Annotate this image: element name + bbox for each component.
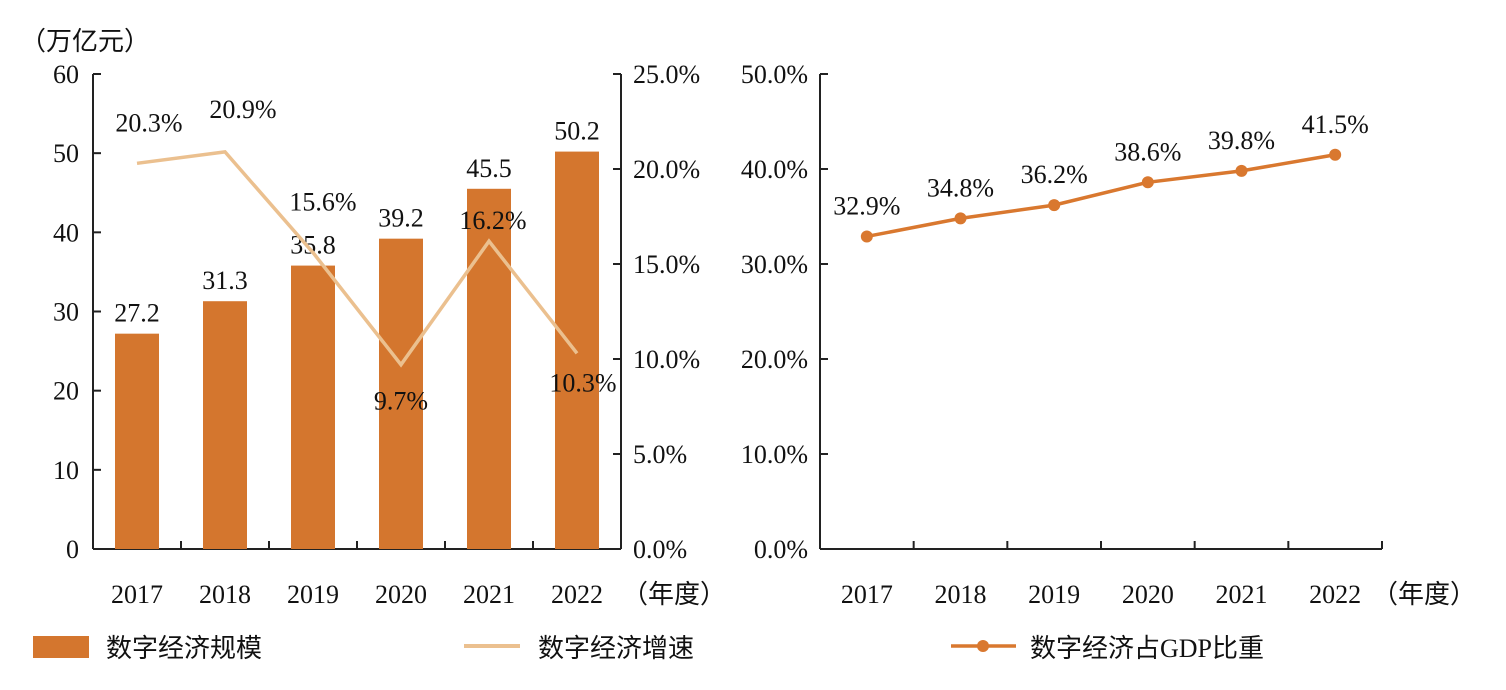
y2-tick-label: 20.0% (633, 155, 700, 184)
x-tick-label: 2021 (463, 580, 515, 609)
growth-data-label: 10.3% (549, 368, 616, 397)
bar-data-label: 50.2 (554, 117, 600, 146)
bar (555, 151, 599, 550)
growth-data-label: 20.9% (209, 95, 276, 124)
y2-tick-label: 5.0% (633, 440, 687, 469)
gdp-share-point (1329, 148, 1342, 161)
bar-data-label: 27.2 (114, 299, 160, 328)
gdp-share-point (860, 230, 873, 243)
gdp-share-data-label: 34.8% (927, 173, 994, 202)
x-tick-label: 2022 (551, 580, 603, 609)
right-chart-x-tick-label: 2021 (1216, 580, 1268, 609)
bar (467, 188, 511, 549)
right-chart-x-tick-label: 2018 (935, 580, 987, 609)
gdp-share-line (866, 153, 1336, 239)
gdp-share-data-label: 39.8% (1208, 126, 1275, 155)
x-tick-label: 2017 (111, 580, 163, 609)
bar-data-label: 31.3 (202, 266, 248, 295)
gdp-share-point (954, 212, 967, 225)
x-tick-label: 2019 (287, 580, 339, 609)
gdp-share-point (1048, 199, 1061, 212)
y-tick-label: 10 (53, 456, 79, 485)
bar-data-label: 39.2 (378, 204, 424, 233)
x-tick-label: 2020 (375, 580, 427, 609)
bar (291, 265, 335, 549)
y-tick-label: 30 (53, 298, 79, 327)
gdp-share-point (1141, 176, 1154, 189)
right-chart-x-tick-label: 2019 (1028, 580, 1080, 609)
y-axis-label: （万亿元） (20, 27, 150, 56)
legend-label: 数字经济规模 (106, 634, 262, 663)
x-axis-label: （年度） (622, 580, 726, 609)
legend-label: 数字经济占GDP比重 (1030, 634, 1264, 663)
gdp-share-point (1235, 164, 1248, 177)
growth-data-label: 15.6% (289, 188, 356, 217)
growth-line (136, 150, 579, 368)
right-chart-x-tick-label: 2017 (841, 580, 893, 609)
y-tick-label: 50 (53, 139, 79, 168)
gdp-share-data-label: 38.6% (1114, 137, 1181, 166)
legend-marker (977, 640, 989, 652)
y2-tick-label: 25.0% (633, 60, 700, 89)
right-chart-y-tick-label: 0.0% (754, 535, 808, 564)
gdp-share-data-label: 32.9% (833, 191, 900, 220)
y2-tick-label: 15.0% (633, 250, 700, 279)
right-chart-x-tick-label: 2020 (1122, 580, 1174, 609)
y2-tick-label: 0.0% (633, 535, 687, 564)
y2-tick-label: 10.0% (633, 345, 700, 374)
right-chart-x-axis-label: （年度） (1372, 580, 1476, 609)
right-chart-x-tick-label: 2022 (1309, 580, 1361, 609)
y-tick-label: 60 (53, 60, 79, 89)
right-chart-y-tick-label: 40.0% (741, 155, 808, 184)
gdp-share-data-label: 41.5% (1302, 110, 1369, 139)
right-chart-y-tick-label: 10.0% (741, 440, 808, 469)
legend-label: 数字经济增速 (538, 634, 694, 663)
y-tick-label: 40 (53, 218, 79, 247)
bar (115, 333, 159, 549)
gdp-share-data-label: 36.2% (1021, 160, 1088, 189)
growth-data-label: 20.3% (115, 108, 182, 137)
right-chart-y-tick-label: 20.0% (741, 345, 808, 374)
right-chart-y-tick-label: 30.0% (741, 250, 808, 279)
growth-data-label: 16.2% (459, 206, 526, 235)
bar-data-label: 45.5 (466, 154, 512, 183)
legend-bar-swatch (33, 636, 89, 658)
y-tick-label: 20 (53, 377, 79, 406)
bar (203, 301, 247, 549)
y-tick-label: 0 (66, 535, 79, 564)
bar (379, 238, 423, 549)
right-chart-y-tick-label: 50.0% (741, 60, 808, 89)
growth-data-label: 9.7% (374, 387, 428, 416)
x-tick-label: 2018 (199, 580, 251, 609)
